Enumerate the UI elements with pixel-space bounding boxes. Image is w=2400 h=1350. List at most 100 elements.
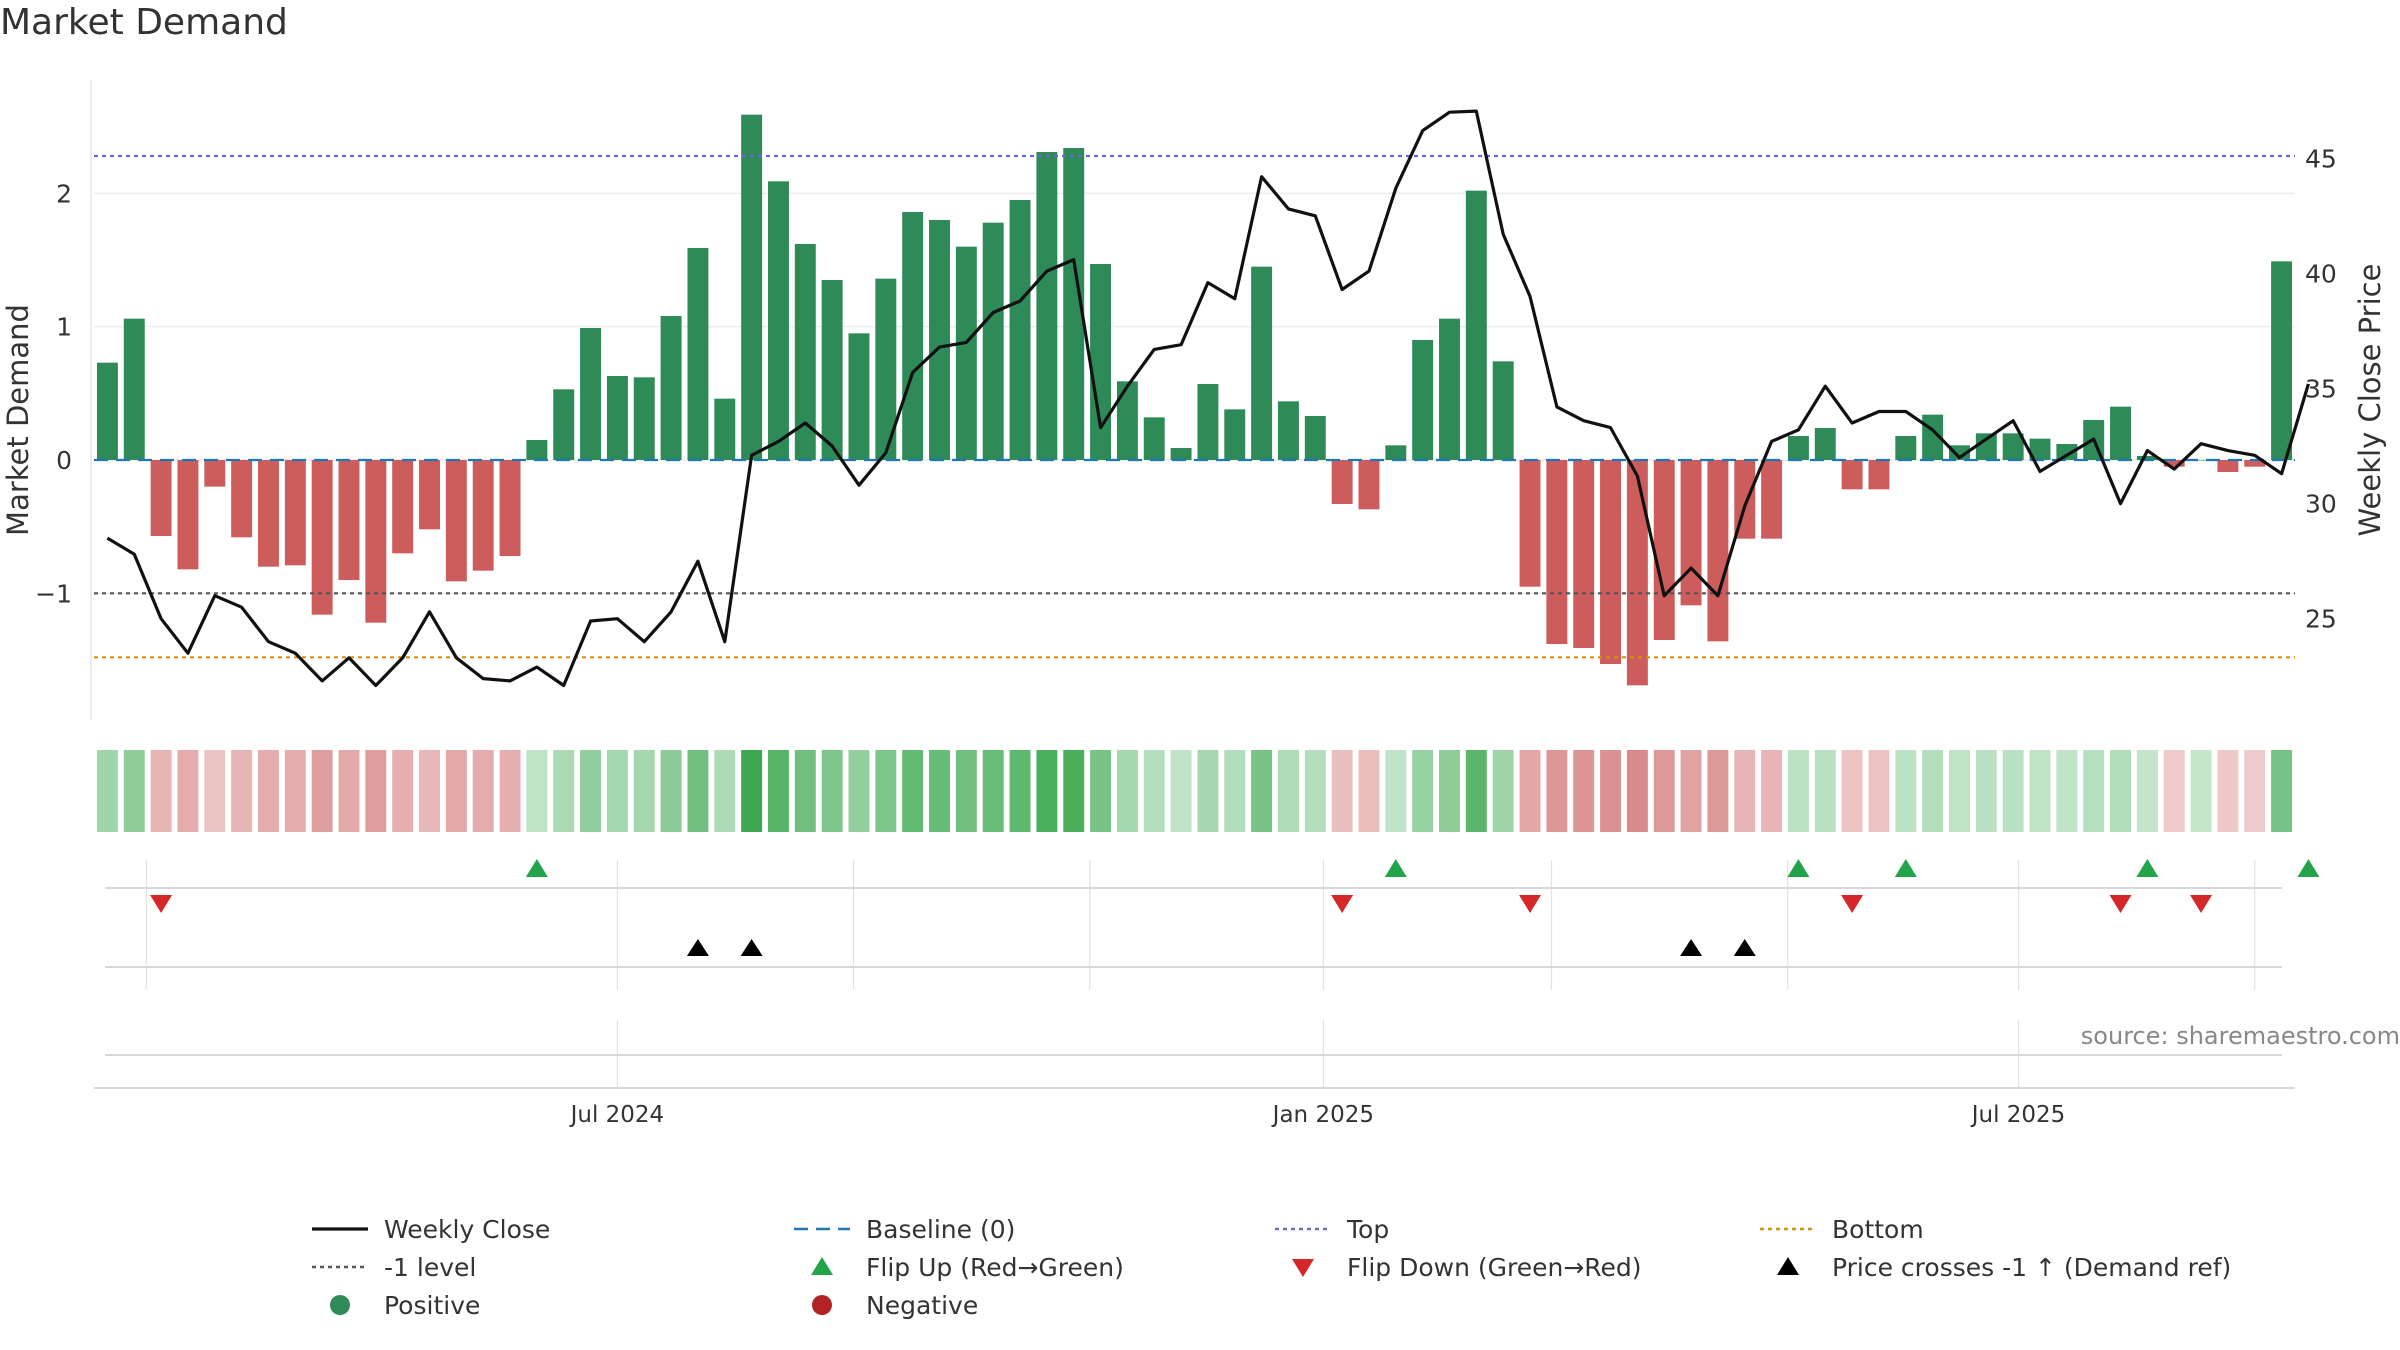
- demand-bar: [1439, 318, 1460, 460]
- demand-bar: [1465, 190, 1487, 460]
- demand-bar: [714, 398, 736, 460]
- legend-marker-icon: [812, 1295, 832, 1315]
- legend-item-minus-one: -1 level: [300, 1250, 476, 1284]
- heat-cell: [1143, 750, 1165, 832]
- demand-bar: [1304, 416, 1326, 460]
- legend-item-flip-up: Flip Up (Red→Green): [782, 1250, 1124, 1284]
- demand-bar: [2217, 460, 2239, 472]
- demand-bar: [2110, 406, 2131, 460]
- legend-label: Negative: [866, 1290, 979, 1320]
- heat-cell: [660, 750, 682, 832]
- left-tick-label: 0: [56, 446, 72, 475]
- legend-item-positive: Positive: [300, 1288, 480, 1322]
- heat-cell: [445, 750, 467, 832]
- demand-bar: [1412, 340, 1434, 460]
- demand-bar: [338, 460, 360, 580]
- heat-cell: [794, 750, 816, 832]
- legend-label: Price crosses -1 ↑ (Demand ref): [1832, 1252, 2232, 1282]
- heat-cell: [2002, 750, 2024, 832]
- heat-cell: [338, 750, 360, 832]
- heat-cell: [2163, 750, 2185, 832]
- demand-bar: [1680, 460, 1702, 606]
- demand-bar: [633, 377, 655, 460]
- legend-marker-icon: [794, 1227, 850, 1231]
- legend-label: Bottom: [1832, 1214, 1924, 1244]
- x-tick-label: Jan 2025: [1271, 1102, 1374, 1128]
- demand-bar: [231, 460, 253, 538]
- heat-cell: [1090, 750, 1112, 832]
- heat-cell: [177, 750, 199, 832]
- price-cross-marker: [686, 939, 709, 956]
- flip-up-marker: [2136, 859, 2159, 877]
- demand-bar: [2244, 460, 2266, 467]
- source-note: source: sharemaestro.com: [2080, 1022, 2400, 1050]
- demand-bar: [794, 244, 816, 460]
- demand-bar: [660, 316, 682, 460]
- heat-cell: [96, 750, 118, 832]
- right-tick-label: 35: [2305, 374, 2337, 403]
- chart-legend: Weekly Close Baseline (0) Top Bottom -1 leve…: [300, 1212, 2250, 1322]
- heat-cell: [2029, 750, 2051, 832]
- legend-label: Flip Up (Red→Green): [866, 1252, 1124, 1282]
- demand-bar: [1143, 417, 1165, 460]
- left-tick-label: 1: [56, 313, 72, 342]
- heat-cell: [365, 750, 387, 832]
- heat-cell: [1922, 750, 1944, 832]
- demand-bar: [445, 460, 467, 582]
- legend-marker-icon: [1275, 1227, 1331, 1231]
- demand-bar: [767, 181, 789, 461]
- heat-cell: [231, 750, 253, 832]
- weekly-close-line: [106, 109, 2310, 688]
- heat-cell: [1439, 750, 1460, 832]
- heat-cell: [1412, 750, 1434, 832]
- heat-cell: [311, 750, 333, 832]
- demand-bar: [1036, 152, 1058, 460]
- legend-marker-icon: [1760, 1227, 1816, 1231]
- legend-marker-icon: [811, 1257, 833, 1275]
- heat-cell: [2190, 750, 2212, 832]
- heat-cell: [1465, 750, 1487, 832]
- heat-cell: [284, 750, 306, 832]
- demand-bar: [2029, 438, 2051, 460]
- heat-cell: [1063, 750, 1085, 832]
- legend-label: Baseline (0): [866, 1214, 1016, 1244]
- demand-bar: [1787, 436, 1809, 460]
- demand-bar: [311, 460, 333, 615]
- demand-bar: [1224, 409, 1246, 460]
- heat-cell: [633, 750, 655, 832]
- demand-bar: [1170, 448, 1192, 460]
- heat-cell: [1814, 750, 1836, 832]
- heat-cell: [606, 750, 628, 832]
- heat-cell: [767, 750, 789, 832]
- right-tick-label: 40: [2305, 259, 2337, 288]
- legend-item-negative: Negative: [782, 1288, 978, 1322]
- demand-bar: [1277, 401, 1299, 460]
- y-axis-label: Market Demand: [1, 304, 35, 536]
- heat-cell: [580, 750, 602, 832]
- demand-bar: [1949, 445, 1970, 460]
- demand-bar: [1546, 460, 1568, 644]
- heat-cell: [1224, 750, 1246, 832]
- flip-up-marker: [525, 859, 548, 877]
- heat-cell: [1251, 750, 1273, 832]
- demand-bar: [123, 318, 145, 460]
- legend-marker-icon: [1292, 1259, 1314, 1277]
- heat-cell: [1385, 750, 1407, 832]
- demand-bar: [821, 280, 843, 460]
- heat-cell: [2056, 750, 2078, 832]
- flip-up-marker: [1384, 859, 1407, 877]
- demand-bar: [1385, 445, 1407, 460]
- heat-cell: [1170, 750, 1192, 832]
- demand-bar: [1492, 361, 1514, 460]
- demand-bar: [1063, 148, 1085, 460]
- legend-label: Flip Down (Green→Red): [1347, 1252, 1642, 1282]
- demand-bar: [1358, 460, 1380, 510]
- y2-axis-label: Weekly Close Price: [2353, 264, 2387, 537]
- price-cross-marker: [1733, 939, 1756, 956]
- legend-marker-icon: [312, 1265, 368, 1269]
- legend-item-weekly-close: Weekly Close: [300, 1212, 550, 1246]
- demand-bar: [1600, 460, 1622, 664]
- heat-cell: [1358, 750, 1380, 832]
- demand-bar: [1707, 460, 1729, 642]
- demand-bar: [580, 328, 602, 460]
